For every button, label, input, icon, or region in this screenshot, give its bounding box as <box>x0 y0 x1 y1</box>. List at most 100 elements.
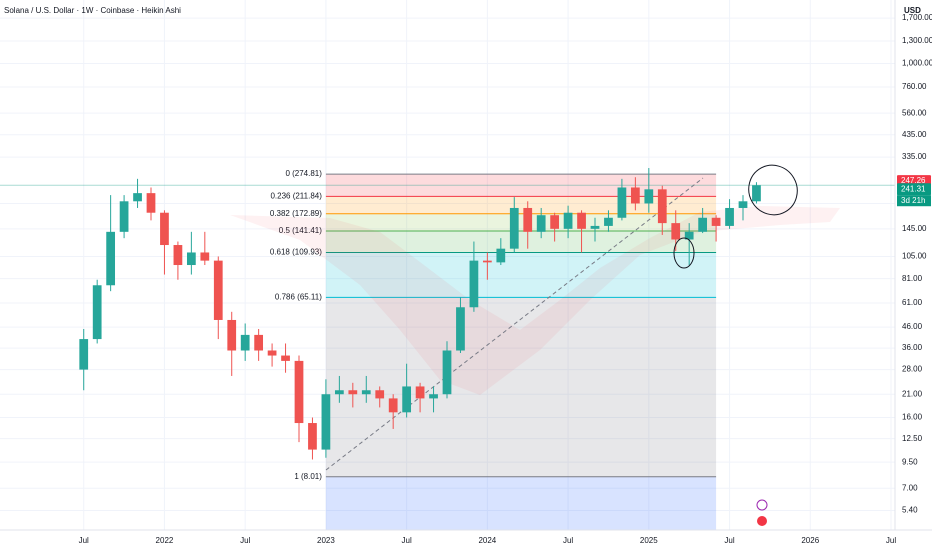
y-tick-label: 7.00 <box>902 483 918 492</box>
event-icon[interactable] <box>757 516 767 526</box>
candle-body <box>617 187 627 218</box>
x-tick-label: Jul <box>402 536 412 545</box>
y-tick-label: 335.00 <box>902 152 927 161</box>
candle-body <box>146 193 156 213</box>
candle-body <box>509 207 519 249</box>
x-tick-label: Jul <box>79 536 89 545</box>
candle-body <box>375 390 385 399</box>
fib-label: 0.236 (211.84) <box>270 191 322 200</box>
highlight-ellipse <box>673 237 695 269</box>
x-tick-label: 2024 <box>478 536 496 545</box>
x-tick-label: 2023 <box>317 536 335 545</box>
candle-body <box>536 215 546 232</box>
candle-body <box>388 398 398 413</box>
fib-band <box>325 230 717 253</box>
y-tick-label: 16.00 <box>902 413 923 422</box>
candle-body <box>415 386 425 399</box>
x-tick-label: 2026 <box>801 536 819 545</box>
candle-body <box>738 201 748 208</box>
candle-body <box>563 212 573 229</box>
candle-body <box>523 207 533 232</box>
x-tick-label: Jul <box>563 536 573 545</box>
candle-body <box>590 225 600 229</box>
fib-band <box>325 476 717 530</box>
y-tick-label: 145.00 <box>902 224 927 233</box>
y-tick-label: 81.00 <box>902 274 923 283</box>
fib-label: 0.786 (65.11) <box>275 292 322 301</box>
candle-body <box>79 339 89 370</box>
candle-body <box>294 360 304 424</box>
chart-title: Solana / U.S. Dollar · 1W · Coinbase · H… <box>4 6 181 15</box>
y-tick-label: 760.00 <box>902 82 927 91</box>
candle-body <box>604 217 613 226</box>
candles <box>79 168 761 460</box>
candle-body <box>106 231 116 286</box>
price-tag <box>897 183 931 196</box>
y-tick-label: 21.00 <box>902 389 923 398</box>
y-tick-label: 61.00 <box>902 298 923 307</box>
candle-body <box>348 390 358 395</box>
fib-label: 0.5 (141.41) <box>279 226 322 235</box>
candle-body <box>725 207 734 226</box>
x-tick-label: Jul <box>240 536 250 545</box>
candle-body <box>281 355 290 361</box>
y-tick-label: 1,300.00 <box>902 36 932 45</box>
candle-body <box>752 185 761 202</box>
countdown: 3d 21h <box>901 196 925 205</box>
y-tick-label: 9.50 <box>902 457 918 466</box>
y-tick-label: 1,000.00 <box>902 59 932 68</box>
candle-body <box>550 215 560 229</box>
fib-label: 0.618 (109.93) <box>270 248 322 257</box>
y-tick-label: 5.40 <box>902 506 918 515</box>
x-tick-label: 2022 <box>156 536 174 545</box>
y-tick-label: 1,700.00 <box>902 13 932 22</box>
price-axis <box>895 0 932 550</box>
candle-body <box>644 189 654 204</box>
price-tag-label: 241.31 <box>901 184 926 193</box>
candle-body <box>254 334 264 351</box>
candle-body <box>469 260 479 308</box>
countdown-bg <box>897 195 931 207</box>
candle-body <box>92 285 102 340</box>
fib-band <box>325 252 717 298</box>
candle-body <box>308 423 317 450</box>
y-tick-label: 560.00 <box>902 108 927 117</box>
axes: 1,700.00 1,300.00 1,000.00 760.00 560.00 435.… <box>79 13 932 545</box>
candle-body <box>133 193 142 202</box>
y-tick-label: 435.00 <box>902 130 927 139</box>
x-tick-label: Jul <box>724 536 734 545</box>
candle-body <box>267 350 277 356</box>
candle-body <box>671 223 681 240</box>
candle-body <box>711 217 721 226</box>
candle-body <box>456 307 465 351</box>
fib-band <box>325 196 717 214</box>
y-tick-label: 28.00 <box>902 365 923 374</box>
candle-body <box>496 248 506 263</box>
candle-body <box>160 212 169 246</box>
fib-band <box>325 213 717 231</box>
fib-band <box>325 297 717 477</box>
candle-body <box>227 319 237 351</box>
candle-body <box>577 212 586 229</box>
y-tick-label: 36.00 <box>902 343 923 352</box>
fib-label: 1 (8.01) <box>294 472 322 481</box>
candle-body <box>186 252 196 266</box>
candle-body <box>240 334 250 351</box>
highlight-ellipse <box>748 164 798 216</box>
fib-label: 0.382 (172.89) <box>270 209 322 218</box>
candle-body <box>429 394 438 399</box>
candle-body <box>321 394 331 450</box>
candle-body <box>173 245 183 266</box>
candle-body <box>213 260 223 320</box>
y-tick-label: 105.00 <box>902 252 927 261</box>
x-tick-label: 2025 <box>640 536 658 545</box>
price-tag-label: 247.26 <box>901 176 926 185</box>
candle-body <box>119 201 129 232</box>
ichimoku-cloud <box>230 206 840 395</box>
candle-body <box>630 187 640 204</box>
candle-body <box>684 231 694 240</box>
event-icon[interactable] <box>756 499 768 511</box>
